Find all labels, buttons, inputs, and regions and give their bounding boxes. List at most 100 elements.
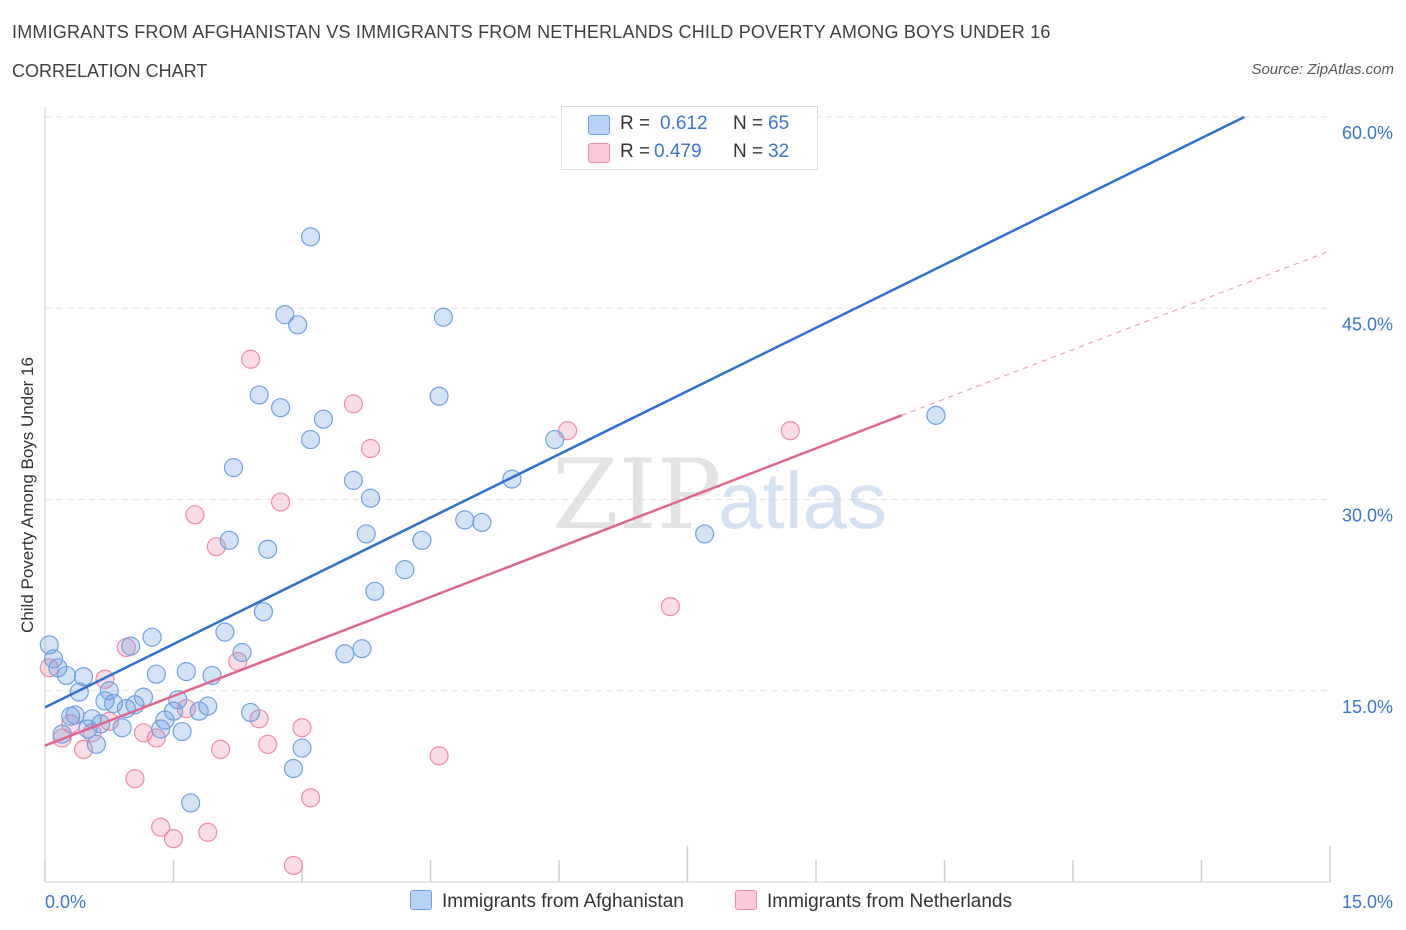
trend-extension [901, 250, 1331, 416]
data-point [429, 386, 449, 406]
data-point [335, 644, 355, 664]
legend-r-label: R = [620, 141, 651, 162]
legend-n-value: 65 [768, 113, 790, 134]
y-tick-label: 60.0% [1342, 123, 1393, 143]
data-point [73, 667, 94, 687]
data-point [502, 469, 522, 489]
legend-swatch-afghanistan [588, 115, 610, 135]
legend-n-label: N = [733, 113, 764, 134]
legend-swatch-netherlands [735, 890, 757, 910]
data-point [172, 721, 192, 742]
data-point [300, 227, 321, 247]
data-point [270, 398, 291, 418]
trend-lines [44, 115, 1331, 747]
data-point [43, 649, 64, 669]
data-point [695, 524, 715, 544]
data-point [270, 492, 291, 512]
data-point [86, 734, 107, 754]
data-point [146, 728, 166, 748]
legend-r-value: 0.612 [660, 113, 708, 134]
legend-r-value: 0.479 [654, 141, 702, 162]
data-point [219, 530, 239, 550]
data-point [343, 394, 363, 414]
y-tick-label: 30.0% [1342, 506, 1393, 526]
data-point [926, 405, 946, 425]
data-point [283, 855, 304, 876]
legend-label-netherlands: Immigrants from Netherlands [767, 891, 1012, 912]
data-point [258, 734, 278, 754]
data-point [352, 639, 372, 659]
data-point [176, 662, 196, 682]
data-point [660, 596, 680, 617]
data-point [356, 524, 376, 544]
correlation-legend: R = 0.612 N = 65 R = 0.479 N = 32 [561, 106, 818, 170]
data-point [292, 738, 312, 758]
legend-swatch-afghanistan [410, 890, 432, 910]
data-point [223, 458, 244, 478]
data-points [39, 227, 946, 876]
data-point [232, 642, 252, 663]
data-point [185, 505, 205, 525]
data-point [292, 718, 312, 738]
data-point [99, 681, 119, 701]
x-tick-label: 15.0% [1342, 892, 1393, 912]
data-point [455, 510, 475, 530]
data-point [433, 307, 453, 327]
x-tick-label: 0.0% [45, 892, 86, 912]
data-point [215, 622, 235, 642]
watermark-atlas: atlas [718, 456, 887, 545]
data-point [258, 539, 278, 559]
axes [44, 107, 1331, 883]
data-point [146, 664, 166, 684]
data-point [198, 696, 218, 716]
data-point [211, 739, 231, 760]
data-point [360, 438, 381, 459]
data-point [365, 581, 385, 601]
data-point [151, 817, 171, 837]
data-point [142, 627, 162, 647]
data-point [73, 739, 94, 760]
y-tick-label: 45.0% [1342, 314, 1393, 334]
legend-swatch-netherlands [588, 143, 610, 163]
data-point [412, 530, 432, 550]
data-point [65, 705, 85, 725]
tick-labels: 15.0% 30.0% 45.0% 60.0% 0.0% 15.0% [45, 123, 1393, 912]
y-axis-label: Child Poverty Among Boys Under 16 [18, 357, 37, 633]
data-point [288, 315, 308, 335]
watermark: ZIP atlas [552, 439, 887, 551]
y-tick-label: 15.0% [1342, 697, 1393, 717]
legend-label-afghanistan: Immigrants from Afghanistan [442, 891, 684, 912]
chart-subtitle: CORRELATION CHART [12, 61, 208, 81]
data-point [283, 758, 304, 779]
data-point [56, 665, 77, 686]
chart-title: IMMIGRANTS FROM AFGHANISTAN VS IMMIGRANT… [12, 22, 1051, 42]
data-point [275, 305, 295, 325]
data-point [241, 702, 261, 723]
data-point [780, 421, 800, 441]
data-point [395, 560, 415, 580]
data-point [253, 602, 274, 622]
data-point [343, 470, 363, 490]
data-point [163, 829, 184, 849]
bottom-legend-afghanistan: Immigrants from Afghanistan [410, 890, 684, 913]
data-point [429, 746, 449, 766]
legend-r-label: R = [620, 113, 651, 134]
source-credit: Source: ZipAtlas.com [1251, 61, 1394, 78]
bottom-legend-netherlands: Immigrants from Netherlands [735, 890, 1012, 913]
data-point [300, 429, 321, 450]
trend-line [44, 414, 903, 747]
gridlines [45, 116, 1330, 692]
data-point [103, 693, 124, 714]
data-point [133, 687, 154, 707]
data-point [300, 788, 321, 808]
data-point [52, 724, 72, 744]
data-point [198, 822, 218, 842]
data-point [472, 512, 492, 533]
data-point [360, 488, 381, 508]
legend-n-value: 32 [768, 141, 790, 162]
data-point [121, 636, 141, 656]
data-point [112, 718, 132, 738]
data-point [125, 769, 145, 789]
data-point [151, 719, 171, 739]
data-point [313, 409, 334, 429]
